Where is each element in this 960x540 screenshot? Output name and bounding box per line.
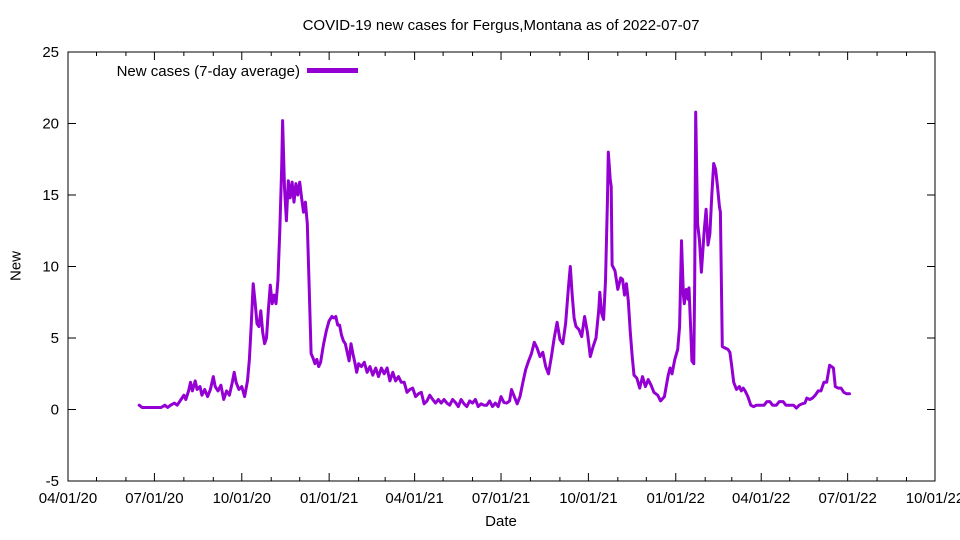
y-tick-label: -5	[46, 473, 59, 490]
x-tick-label: 10/01/21	[559, 490, 617, 507]
legend-label: New cases (7-day average)	[116, 63, 300, 80]
y-axis-label: New	[7, 250, 25, 282]
y-tick-label: 10	[42, 259, 59, 276]
x-tick-label: 04/01/21	[385, 490, 443, 507]
x-tick-label: 01/01/21	[300, 490, 358, 507]
x-tick-label: 07/01/21	[472, 490, 530, 507]
y-tick-label: 0	[51, 402, 59, 419]
x-tick-label: 07/01/20	[125, 490, 183, 507]
y-tick-label: 25	[42, 44, 59, 61]
y-tick-label: 5	[51, 330, 59, 347]
legend-line-sample	[307, 68, 358, 73]
y-tick-label: 20	[42, 116, 59, 133]
y-tick-label: 15	[42, 187, 59, 204]
x-tick-label: 04/01/22	[732, 490, 790, 507]
x-tick-label: 10/01/20	[213, 490, 271, 507]
x-tick-label: 01/01/22	[647, 490, 705, 507]
chart-title: COVID-19 new cases for Fergus,Montana as…	[302, 17, 700, 34]
x-axis-label: Date	[485, 513, 517, 530]
x-tick-label: 04/01/20	[39, 490, 97, 507]
x-tick-label: 07/01/22	[818, 490, 876, 507]
plot-frame	[67, 51, 936, 482]
new-cases-line	[137, 110, 851, 410]
x-tick-label: 10/01/22	[906, 490, 960, 507]
